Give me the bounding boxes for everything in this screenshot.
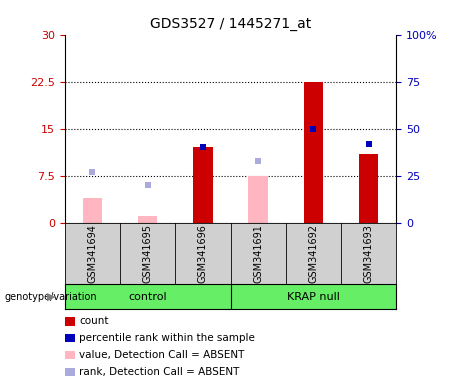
Text: value, Detection Call = ABSENT: value, Detection Call = ABSENT xyxy=(79,350,245,360)
Point xyxy=(144,182,151,188)
Text: GSM341691: GSM341691 xyxy=(253,224,263,283)
Text: control: control xyxy=(128,291,167,302)
Bar xyxy=(138,217,157,223)
Text: GSM341692: GSM341692 xyxy=(308,224,319,283)
Bar xyxy=(248,176,268,223)
Text: GSM341695: GSM341695 xyxy=(142,224,153,283)
Point xyxy=(310,126,317,132)
Bar xyxy=(304,82,323,223)
Bar xyxy=(83,198,102,223)
Point xyxy=(365,141,372,147)
Text: GSM341694: GSM341694 xyxy=(87,224,97,283)
Text: ▶: ▶ xyxy=(47,291,55,302)
Text: KRAP null: KRAP null xyxy=(287,291,340,302)
Text: count: count xyxy=(79,316,109,326)
Text: genotype/variation: genotype/variation xyxy=(5,291,97,302)
Text: GSM341693: GSM341693 xyxy=(364,224,374,283)
Point xyxy=(89,169,96,175)
Text: rank, Detection Call = ABSENT: rank, Detection Call = ABSENT xyxy=(79,367,240,377)
Bar xyxy=(193,147,213,223)
Text: GDS3527 / 1445271_at: GDS3527 / 1445271_at xyxy=(150,17,311,31)
Text: percentile rank within the sample: percentile rank within the sample xyxy=(79,333,255,343)
Bar xyxy=(359,154,378,223)
Text: GSM341696: GSM341696 xyxy=(198,224,208,283)
Point xyxy=(199,144,207,151)
Point xyxy=(254,157,262,164)
